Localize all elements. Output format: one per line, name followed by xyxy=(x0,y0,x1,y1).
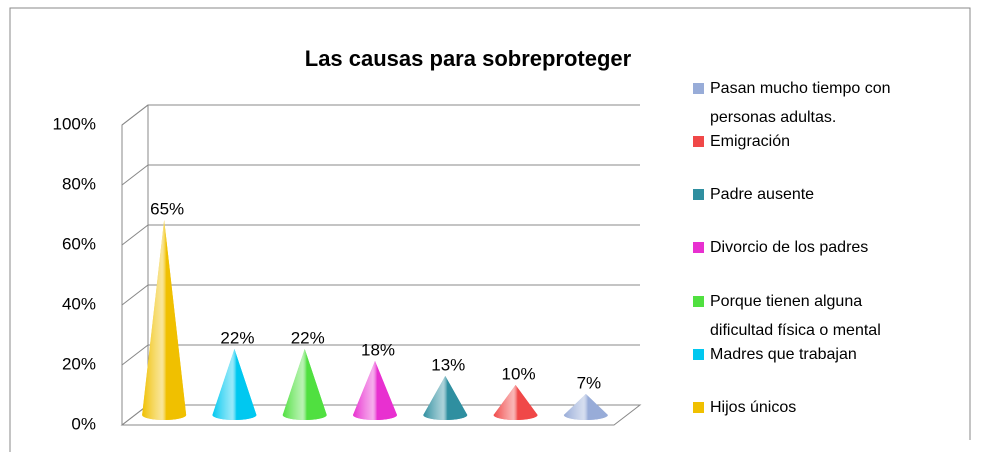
y-tick-label: 80% xyxy=(62,174,96,193)
data-label: 18% xyxy=(361,340,395,359)
grid-line xyxy=(121,164,640,186)
cone xyxy=(353,361,397,420)
grid-line xyxy=(121,344,640,366)
legend-label: Madres que trabajan xyxy=(710,346,857,363)
grid-line xyxy=(121,104,640,126)
legend-label: Hijos únicos xyxy=(710,399,797,417)
legend-label: Divorcio de los padres xyxy=(710,239,869,257)
legend-entry: Emigración xyxy=(693,127,925,156)
y-tick-label: 100% xyxy=(53,114,96,133)
cone xyxy=(563,394,608,420)
legend-entry: Padre ausente xyxy=(693,180,925,209)
cone xyxy=(493,385,538,420)
data-label: 22% xyxy=(291,328,325,347)
legend-swatch xyxy=(693,295,704,307)
data-label: 65% xyxy=(150,199,184,218)
data-label: 10% xyxy=(502,364,536,383)
legend-entry: Porque tienen alguna dificultad física o… xyxy=(693,287,925,345)
cone xyxy=(142,220,187,420)
chart-border xyxy=(9,7,971,452)
y-tick-label: 0% xyxy=(71,414,96,433)
legend-swatch xyxy=(693,135,704,147)
cone xyxy=(212,349,257,420)
legend-entry: Hijos únicos xyxy=(693,393,925,422)
cone-shade xyxy=(353,361,397,420)
y-tick-label: 20% xyxy=(62,354,96,373)
cone-shade xyxy=(563,394,608,420)
legend-swatch xyxy=(693,242,704,254)
legend-label: Emigración xyxy=(710,132,791,150)
cone xyxy=(423,376,468,420)
data-label: 13% xyxy=(431,355,465,374)
y-tick-label: 60% xyxy=(62,234,96,253)
cone-shade xyxy=(493,385,538,420)
legend-label: Porque tienen alguna dificultad física o… xyxy=(710,292,881,339)
legend-entry: Madres que trabajan xyxy=(693,340,925,369)
legend-swatch xyxy=(693,402,704,414)
data-label: 22% xyxy=(220,328,254,347)
cone-shade xyxy=(423,376,468,420)
legend-label: Padre ausente xyxy=(710,186,815,204)
legend-label: Pasan mucho tiempo con personas adultas. xyxy=(710,79,891,126)
legend-swatch xyxy=(693,189,704,201)
cone-shade xyxy=(212,349,257,420)
cone-shade xyxy=(142,220,187,420)
legend-swatch xyxy=(693,349,704,360)
y-tick-label: 40% xyxy=(62,294,96,313)
cone xyxy=(282,349,327,420)
chart-title: Las causas para sobreproteger xyxy=(305,46,632,71)
grid-line xyxy=(121,284,640,306)
grid-line xyxy=(121,224,640,246)
legend-entry: Pasan mucho tiempo con personas adultas. xyxy=(693,74,925,132)
cone-shade xyxy=(282,349,327,420)
legend-swatch xyxy=(693,82,704,94)
legend-entry: Divorcio de los padres xyxy=(693,233,925,262)
data-label: 7% xyxy=(577,373,602,392)
